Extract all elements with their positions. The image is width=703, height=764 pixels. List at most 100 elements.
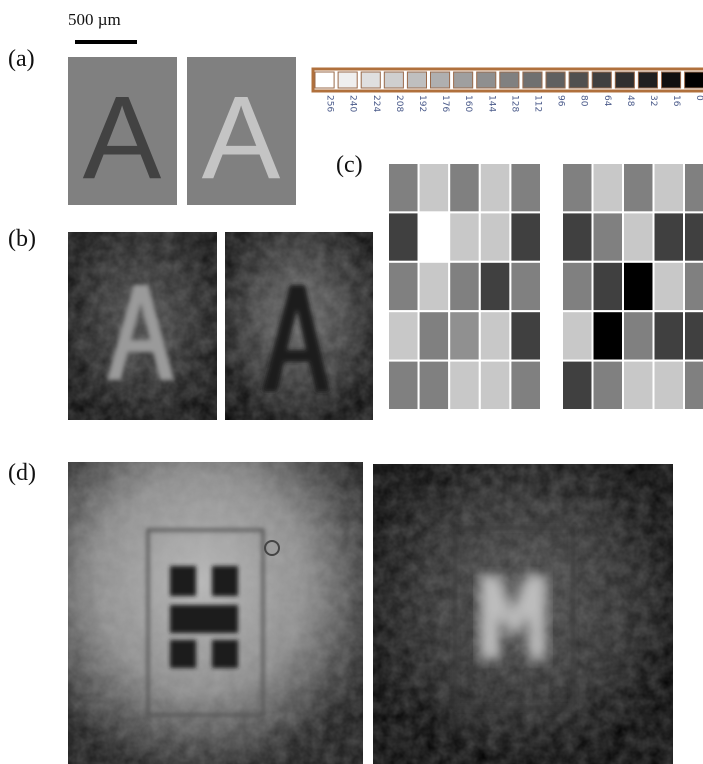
pattern-cell: [683, 310, 703, 362]
pattern-cell: [448, 310, 481, 362]
colorbar-cell: [614, 71, 635, 89]
colorbar-label: 0: [694, 95, 703, 101]
pattern-cell: [417, 162, 451, 214]
colorbar-cell: [522, 71, 543, 89]
pattern-cell: [387, 260, 420, 313]
pattern-cell: [478, 260, 512, 313]
colorbar-cell: [337, 71, 358, 89]
pattern-cell: [622, 162, 655, 214]
pattern-cell: [448, 211, 481, 263]
target-image: [187, 57, 296, 205]
colorbar: 256 240 224 208 192 176 160 144 128 112 96 80 64 48 32…: [311, 67, 703, 112]
colorbar-label: 192: [417, 95, 427, 112]
colorbar-cell: [383, 71, 404, 89]
measured-image: [68, 462, 363, 764]
colorbar-label: 80: [579, 95, 589, 107]
pattern-cell: [683, 359, 703, 412]
pattern-cell: [561, 211, 594, 263]
pattern-cell: [448, 359, 481, 412]
colorbar-label: 48: [625, 95, 635, 107]
pattern-cell: [561, 260, 594, 313]
panel-label: (a): [8, 46, 35, 72]
pattern-cell: [387, 310, 420, 362]
colorbar-label: 128: [509, 95, 519, 112]
pattern-cell: [591, 359, 624, 412]
pattern-cell: [417, 211, 451, 263]
pattern-cell: [478, 162, 512, 214]
pattern-cell: [591, 260, 624, 313]
colorbar-label: 240: [348, 95, 358, 112]
colorbar-frame: [311, 67, 703, 93]
pattern-cell: [509, 359, 542, 412]
colorbar-cell: [476, 71, 497, 89]
colorbar-cell: [499, 71, 520, 89]
colorbar-label: 208: [394, 95, 404, 112]
colorbar-label: 176: [440, 95, 450, 112]
colorbar-label: 64: [602, 95, 612, 107]
pattern-cell: [448, 260, 481, 313]
pattern-cell: [652, 310, 685, 362]
pattern-cell: [591, 162, 624, 214]
target-letter: A: [202, 72, 281, 204]
colorbar-label: 256: [325, 95, 335, 112]
reconstruction-image: [68, 232, 217, 420]
colorbar-label: 96: [556, 95, 566, 107]
colorbar-cell: [568, 71, 589, 89]
pattern-cell: [561, 162, 594, 214]
colorbar-cell: [684, 71, 703, 89]
pattern-cell: [622, 211, 655, 263]
panel-label: (d): [8, 460, 36, 486]
panel-label: (b): [8, 226, 36, 252]
colorbar-cell: [661, 71, 682, 89]
colorbar-cell: [314, 71, 335, 89]
pattern-cell: [509, 211, 542, 263]
reconstruction-image: [225, 232, 373, 420]
pattern-cell: [652, 359, 685, 412]
pattern-cell: [448, 162, 481, 214]
colorbar-cell: [406, 71, 427, 89]
pattern-cell: [622, 310, 655, 362]
pattern-cell: [622, 260, 655, 313]
pattern-cell: [509, 162, 542, 214]
colorbar-label: 144: [486, 95, 496, 112]
pattern-cell: [417, 260, 451, 313]
colorbar-cell: [360, 71, 381, 89]
pattern-cell: [387, 162, 420, 214]
colorbar-label: 224: [371, 95, 381, 112]
colorbar-cell: [637, 71, 659, 89]
pattern-cell: [652, 260, 685, 313]
scale-bar: [75, 40, 137, 44]
pattern-cell: [417, 359, 451, 412]
colorbar-cell: [545, 71, 566, 89]
pattern-cell: [387, 359, 420, 412]
colorbar-label: 160: [463, 95, 473, 112]
pattern-cell: [417, 310, 451, 362]
pattern-cell: [509, 260, 542, 313]
pattern-grids: [387, 162, 703, 412]
pattern-cell: [591, 211, 624, 263]
pattern-cell: [478, 211, 512, 263]
pattern-cell: [652, 211, 685, 263]
pattern-cell: [683, 260, 703, 313]
pattern-cell: [622, 359, 655, 412]
pattern-cell: [652, 162, 685, 214]
colorbar-label: 112: [532, 95, 542, 112]
pattern-cell: [683, 211, 703, 263]
pattern-cell: [561, 359, 594, 412]
pattern-cell: [478, 310, 512, 362]
pattern-cell: [478, 359, 512, 412]
pattern-cell: [561, 310, 594, 362]
colorbar-cell: [430, 71, 451, 89]
pattern-cell: [509, 310, 542, 362]
measured-image: [373, 464, 673, 764]
colorbar-label: 16: [671, 95, 681, 107]
colorbar-cell: [591, 71, 612, 89]
pattern-cell: [387, 211, 420, 263]
panel-label: (c): [336, 152, 363, 178]
target-letter: A: [83, 72, 162, 204]
colorbar-cell: [453, 71, 474, 89]
colorbar-label: 32: [648, 95, 658, 106]
pattern-cell: [591, 310, 624, 362]
pattern-cell: [683, 162, 703, 214]
